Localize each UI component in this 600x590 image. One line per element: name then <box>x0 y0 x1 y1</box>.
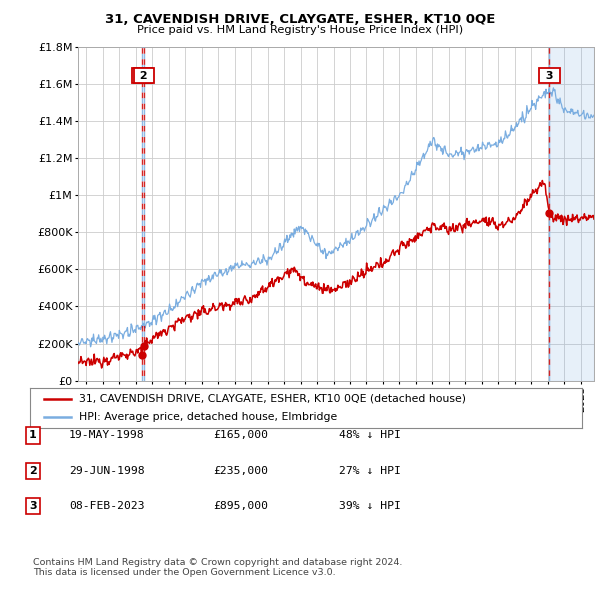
Text: 48% ↓ HPI: 48% ↓ HPI <box>339 431 401 440</box>
Text: 27% ↓ HPI: 27% ↓ HPI <box>339 466 401 476</box>
Text: £895,000: £895,000 <box>213 502 268 511</box>
Text: 2: 2 <box>29 466 37 476</box>
Text: 08-FEB-2023: 08-FEB-2023 <box>69 502 145 511</box>
Text: £165,000: £165,000 <box>213 431 268 440</box>
Text: 2: 2 <box>136 71 152 80</box>
Text: 31, CAVENDISH DRIVE, CLAYGATE, ESHER, KT10 0QE: 31, CAVENDISH DRIVE, CLAYGATE, ESHER, KT… <box>105 13 495 26</box>
Text: HPI: Average price, detached house, Elmbridge: HPI: Average price, detached house, Elmb… <box>79 412 337 422</box>
Text: Price paid vs. HM Land Registry's House Price Index (HPI): Price paid vs. HM Land Registry's House … <box>137 25 463 35</box>
Text: 1: 1 <box>134 71 149 80</box>
Text: 3: 3 <box>542 71 557 80</box>
Text: 39% ↓ HPI: 39% ↓ HPI <box>339 502 401 511</box>
Text: 31, CAVENDISH DRIVE, CLAYGATE, ESHER, KT10 0QE (detached house): 31, CAVENDISH DRIVE, CLAYGATE, ESHER, KT… <box>79 394 466 404</box>
Bar <box>550 47 594 381</box>
Text: 29-JUN-1998: 29-JUN-1998 <box>69 466 145 476</box>
Text: £235,000: £235,000 <box>213 466 268 476</box>
Text: 3: 3 <box>29 502 37 511</box>
Text: 19-MAY-1998: 19-MAY-1998 <box>69 431 145 440</box>
Text: 1: 1 <box>29 431 37 440</box>
Text: Contains HM Land Registry data © Crown copyright and database right 2024.
This d: Contains HM Land Registry data © Crown c… <box>33 558 403 577</box>
